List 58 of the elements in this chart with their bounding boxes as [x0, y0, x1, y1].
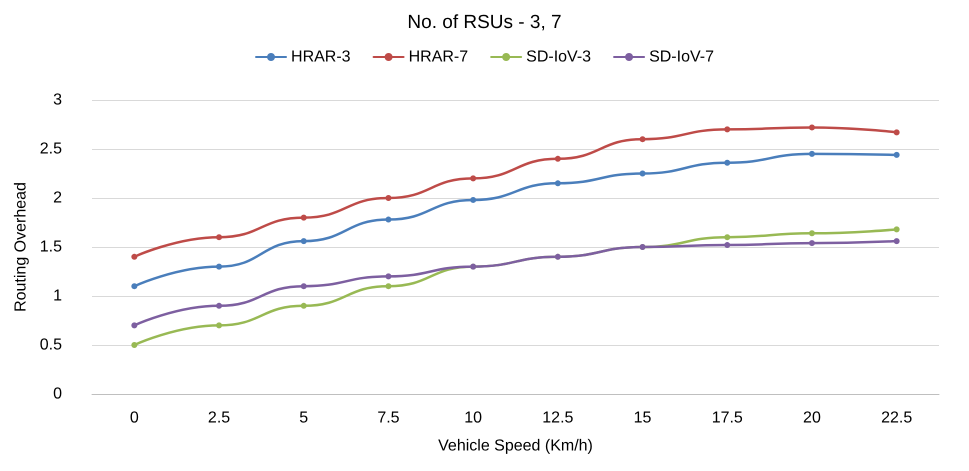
point	[216, 234, 222, 240]
x-tick-label: 5	[299, 410, 308, 426]
x-tick-label: 20	[803, 410, 821, 426]
x-axis-title: Vehicle Speed (Km/h)	[438, 438, 593, 454]
x-tick-label: 22.5	[881, 410, 912, 426]
point	[808, 240, 815, 246]
point	[300, 214, 307, 221]
point	[131, 283, 138, 290]
point	[385, 216, 392, 223]
point	[385, 273, 392, 280]
point	[131, 322, 138, 328]
point	[300, 238, 307, 244]
x-tick-label: 2.5	[208, 410, 230, 426]
legend-label: SD-IoV-3	[526, 48, 592, 66]
y-tick-label: 2.5	[40, 140, 62, 158]
y-tick-label: 0	[53, 386, 62, 402]
x-tick-label: 0	[130, 410, 139, 426]
y-tick-label: 1.5	[40, 238, 62, 256]
point	[808, 124, 815, 130]
legend-label: SD-IoV-7	[649, 48, 714, 66]
y-tick-label: 2	[53, 190, 62, 206]
point	[724, 126, 730, 132]
chart-title: No. of RSUs - 3, 7	[407, 12, 562, 33]
x-tick-label: 7.5	[377, 410, 400, 426]
point	[385, 283, 392, 290]
point	[470, 196, 476, 203]
y-tick-label: 3	[53, 92, 62, 108]
point	[808, 150, 815, 157]
point	[131, 254, 138, 260]
x-tick-label: 17.5	[712, 410, 743, 426]
point	[724, 242, 730, 248]
point	[894, 238, 900, 244]
point	[131, 342, 138, 348]
point	[216, 322, 222, 328]
point	[300, 302, 307, 309]
point	[808, 230, 815, 236]
point	[640, 136, 646, 142]
point	[554, 180, 561, 186]
legend-label: HRAR-3	[291, 48, 351, 66]
y-axis-title: Routing Overhead	[12, 182, 30, 312]
point	[894, 152, 900, 158]
point	[640, 170, 646, 176]
y-tick-label: 1	[53, 288, 62, 304]
point	[216, 302, 222, 309]
point	[724, 234, 730, 240]
x-tick-label: 15	[634, 410, 652, 426]
y-tick-label: 0.5	[40, 336, 62, 354]
point	[300, 283, 307, 290]
x-tick-label: 12.5	[542, 410, 574, 426]
point	[216, 264, 222, 270]
point	[470, 175, 476, 182]
point	[554, 156, 561, 162]
legend-label: HRAR-7	[408, 48, 468, 66]
point	[894, 129, 900, 136]
point	[724, 160, 730, 166]
point	[894, 226, 900, 232]
point	[385, 195, 392, 201]
x-tick-label: 10	[464, 410, 482, 426]
